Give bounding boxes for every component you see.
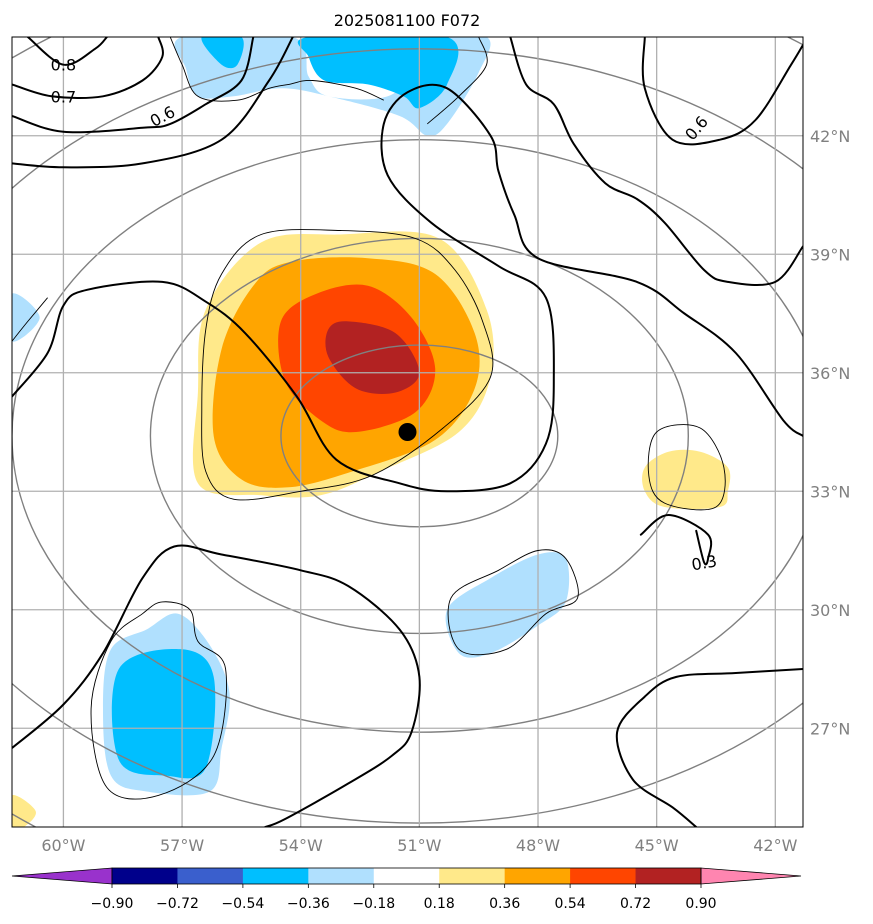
center-marker-layer <box>398 423 417 441</box>
filled-region-12 <box>12 795 36 827</box>
thin-contour-3 <box>90 601 227 800</box>
thick-contour-1 <box>12 37 164 99</box>
colorbar-tick-label-2: −0.54 <box>221 896 264 912</box>
thick-contour-4 <box>12 83 803 493</box>
colorbar-tick-label-0: −0.90 <box>91 896 134 912</box>
filled-region-7 <box>642 449 731 510</box>
filled-region-11 <box>12 293 40 342</box>
x-tick-label-4: 48°W <box>516 836 560 855</box>
thick-contour-9 <box>615 668 803 827</box>
plot-frame <box>11 36 804 828</box>
colorbar-segment-0 <box>112 868 178 884</box>
colorbar-tick-label-8: 0.72 <box>620 896 651 912</box>
colorbar-segment-1 <box>177 868 244 884</box>
y-tick-label-3: 33°N <box>810 482 850 501</box>
filled-region-10 <box>297 37 459 109</box>
y-tick-label-4: 30°N <box>810 601 850 620</box>
colorbar-segment-2 <box>242 868 309 884</box>
thick-contour-2 <box>12 37 255 134</box>
thick-contour-7 <box>639 514 713 566</box>
thin-contour-4 <box>12 297 48 342</box>
y-tick-label-5: 27°N <box>810 719 850 738</box>
thin-contour-1 <box>447 549 579 656</box>
y-tick-label-2: 36°N <box>810 364 850 383</box>
colorbar-segment-5 <box>439 868 506 884</box>
thick-contours <box>12 37 803 827</box>
colorbar-segment-4 <box>373 868 440 884</box>
x-tick-label-0: 60°W <box>41 836 85 855</box>
colorbar-segment-6 <box>504 868 571 884</box>
thick-contour-8 <box>12 544 421 827</box>
colorbar-tick-label-7: 0.54 <box>555 896 586 912</box>
filled-region-3 <box>325 321 420 394</box>
colorbar-segment-8 <box>635 868 702 884</box>
thick-contour-5 <box>641 37 803 146</box>
x-tick-label-5: 45°W <box>635 836 679 855</box>
y-tick-label-1: 39°N <box>810 245 850 264</box>
colorbar: −0.90 −0.72 −0.54 −0.36 −0.18 0.18 0.36 0.54 0.7… <box>11 867 802 912</box>
filled-region-9 <box>201 37 244 69</box>
colorbar-tick-label-6: 0.36 <box>489 896 520 912</box>
thin-contour-6 <box>427 37 488 125</box>
storm-center-marker <box>398 423 417 441</box>
filled-region-8 <box>174 37 491 137</box>
thin-contour-2 <box>647 424 726 511</box>
thin-contour-5 <box>169 37 384 102</box>
colorbar-tick-label-4: −0.18 <box>352 896 395 912</box>
colorbar-tick-label-9: 0.90 <box>685 896 716 912</box>
colorbar-segment-7 <box>570 868 637 884</box>
x-tick-label-3: 51°W <box>397 836 441 855</box>
colorbar-frame <box>111 867 702 885</box>
x-tick-label-2: 54°W <box>279 836 323 855</box>
colorbar-segment-3 <box>308 868 375 884</box>
y-tick-labels: 42°N 39°N 36°N 33°N 30°N 27°N <box>810 127 850 739</box>
contour-label-1: 0.7 <box>51 87 76 106</box>
colorbar-extend-low <box>11 867 113 885</box>
y-tick-label-0: 42°N <box>810 127 850 146</box>
contour-labels: 0.80.70.6 0.60.3 <box>51 56 719 575</box>
thick-contour-3 <box>12 37 294 169</box>
colorbar-tick-label-1: −0.72 <box>156 896 199 912</box>
contour-label-group-1: 0.7 <box>51 87 76 106</box>
contour-label-group-4: 0.3 <box>690 551 718 574</box>
contour-label-4: 0.3 <box>690 551 718 574</box>
thick-contour-0 <box>26 37 108 66</box>
gridlines <box>12 37 803 827</box>
contour-label-0: 0.8 <box>51 56 76 75</box>
colorbar-extend-high <box>700 867 802 885</box>
contour-label-group-0: 0.8 <box>51 56 76 75</box>
thick-contour-6 <box>509 37 803 287</box>
x-tick-labels: 60°W 57°W 54°W 51°W 48°W 45°W 42°W <box>41 836 797 855</box>
chart-title: 2025081100 F072 <box>334 11 481 30</box>
x-tick-label-6: 42°W <box>753 836 797 855</box>
colorbar-tick-label-5: 0.18 <box>424 896 455 912</box>
colorbar-tick-label-3: −0.36 <box>287 896 330 912</box>
x-tick-label-1: 57°W <box>160 836 204 855</box>
